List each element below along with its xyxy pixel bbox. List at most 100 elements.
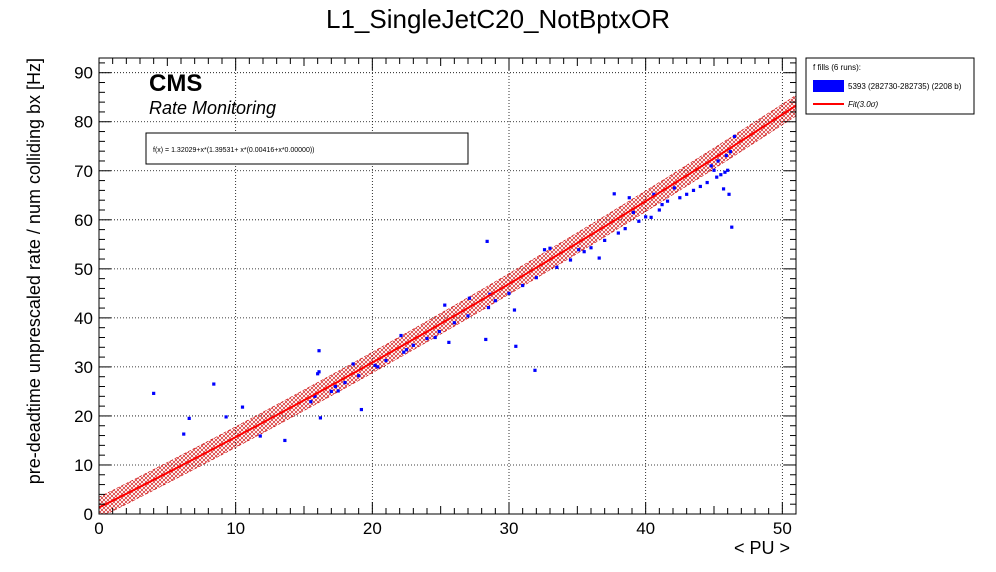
data-point — [724, 153, 728, 158]
legend-header: f fills (6 runs): — [813, 63, 861, 72]
data-point — [705, 180, 709, 185]
data-point — [376, 365, 380, 369]
data-point — [507, 291, 511, 295]
rate-monitoring-label: Rate Monitoring — [149, 98, 276, 118]
data-point — [721, 187, 726, 191]
cms-label: CMS — [149, 70, 202, 97]
data-point — [582, 250, 586, 254]
data-point — [425, 336, 429, 341]
grid-lines — [99, 58, 796, 514]
data-point — [182, 432, 186, 436]
data-point — [521, 283, 525, 288]
data-point — [467, 296, 471, 300]
legend-swatch-series — [813, 80, 844, 92]
data-point — [283, 438, 287, 443]
data-point — [493, 299, 497, 303]
data-point — [542, 248, 547, 252]
data-point — [404, 348, 409, 352]
fit-curve-group — [99, 104, 796, 509]
y-tick-label: 70 — [74, 162, 93, 181]
data-point — [373, 363, 377, 368]
data-point — [712, 168, 716, 172]
y-tick-label: 0 — [84, 505, 93, 524]
data-point — [623, 227, 627, 231]
data-point — [726, 168, 730, 172]
y-tick-label: 30 — [74, 358, 93, 377]
x-tick-label: 30 — [500, 519, 519, 538]
data-point — [333, 384, 338, 389]
data-point — [443, 303, 447, 307]
data-point — [616, 231, 620, 235]
data-point — [384, 358, 388, 363]
data-point — [652, 192, 656, 196]
data-point — [399, 333, 403, 338]
data-point — [240, 405, 245, 409]
legend-label-series: 5393 (282730-282735) (2208 b) — [848, 82, 962, 91]
data-point — [343, 380, 347, 385]
fit-band-lower — [105, 115, 796, 514]
data-point — [433, 335, 437, 340]
data-point — [224, 415, 228, 419]
data-point — [657, 208, 661, 212]
data-point — [152, 391, 156, 395]
y-tick-label: 20 — [74, 407, 93, 426]
x-tick-label: 50 — [773, 519, 792, 538]
data-point — [555, 265, 559, 269]
data-point — [359, 407, 363, 412]
y-tick-label: 90 — [74, 64, 93, 83]
data-point — [649, 215, 653, 219]
data-point — [485, 239, 489, 243]
data-points — [152, 134, 737, 443]
fit-formula-box — [145, 132, 469, 165]
plot-border — [98, 57, 797, 515]
data-point — [466, 314, 470, 318]
data-point — [351, 362, 355, 366]
x-tick-label: 0 — [94, 519, 103, 538]
data-point — [660, 203, 664, 207]
data-point — [715, 175, 719, 179]
data-point — [678, 196, 682, 200]
data-point — [709, 164, 713, 168]
legend-label-fit: Fit(3.0σ) — [848, 100, 878, 109]
data-point — [597, 256, 601, 260]
data-point — [589, 246, 593, 250]
data-point — [318, 416, 322, 420]
y-tick-label: 60 — [74, 211, 93, 230]
data-point — [672, 186, 676, 190]
data-point — [452, 321, 456, 325]
data-point — [691, 188, 696, 192]
data-point — [568, 258, 573, 262]
data-point — [329, 389, 333, 394]
y-tick-label: 50 — [74, 260, 93, 279]
data-point — [723, 170, 727, 174]
data-point — [357, 374, 361, 378]
data-point — [627, 196, 631, 200]
data-point — [258, 434, 262, 438]
data-point — [665, 199, 670, 203]
data-point — [603, 238, 607, 242]
data-point — [336, 389, 340, 393]
data-point — [447, 340, 451, 344]
data-point — [728, 150, 732, 154]
data-point — [644, 215, 648, 219]
data-point — [716, 159, 720, 163]
y-tick-label: 80 — [74, 113, 93, 132]
data-point — [437, 330, 441, 334]
data-point — [402, 350, 406, 354]
data-point — [486, 305, 491, 310]
data-point — [719, 173, 723, 177]
data-point — [577, 248, 581, 252]
axis-ticks: 0 10 20 30 40 50 0 10 20 30 40 50 60 70 80 90 — [74, 58, 797, 538]
x-axis-title: < PU > — [734, 538, 790, 558]
data-point — [534, 276, 538, 280]
data-point — [316, 372, 320, 376]
data-point — [187, 416, 191, 420]
data-point — [317, 370, 321, 374]
x-tick-label: 20 — [363, 519, 382, 538]
fit-band-area — [99, 95, 796, 514]
fit-curve — [99, 104, 796, 509]
data-point — [512, 308, 517, 312]
data-point — [685, 192, 689, 196]
data-point — [612, 192, 616, 196]
data-point — [548, 246, 552, 250]
